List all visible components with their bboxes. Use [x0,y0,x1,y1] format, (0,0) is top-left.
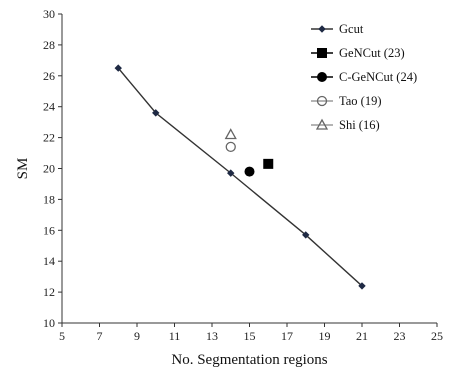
y-tick-label: 20 [43,162,55,176]
y-tick-label: 30 [43,7,55,21]
square-marker [263,158,274,169]
legend-item: Gcut [311,22,364,36]
x-tick-label: 25 [431,329,443,343]
series-gencut-23 [263,158,274,169]
legend-label: GeNCut (23) [339,46,405,60]
x-tick-label: 21 [356,329,368,343]
x-tick-label: 9 [134,329,140,343]
y-tick-label: 10 [43,316,55,330]
open-triangle-marker [224,128,237,140]
y-tick-label: 12 [43,285,55,299]
legend-label: Tao (19) [339,94,382,108]
x-tick-label: 7 [97,329,103,343]
x-axis-title: No. Segmentation regions [171,352,327,368]
x-tick-label: 17 [281,329,293,343]
y-tick-label: 14 [43,254,55,268]
legend-item: C-GeNCut (24) [311,70,417,84]
legend-item: Tao (19) [311,94,382,108]
y-tick-label: 26 [43,69,55,83]
series-layer [114,64,366,290]
legend-label: C-GeNCut (24) [339,70,417,84]
x-tick-label: 19 [319,329,331,343]
diamond-marker [358,282,366,290]
legend: Gcut GeNCut (23) C-GeNCut (24) Tao (19) Shi … [311,22,417,132]
legend-item: GeNCut (23) [311,46,405,60]
x-tick-label: 15 [244,329,256,343]
y-tick-label: 16 [43,223,55,237]
y-tick-label: 28 [43,38,55,52]
circle-marker [317,72,327,82]
diamond-marker [227,169,235,177]
y-axis-title: SM [15,158,31,180]
y-tick-label: 22 [43,131,55,145]
legend-label: Shi (16) [339,118,380,132]
y-tick-label: 24 [43,100,55,114]
series-shi-16 [224,128,237,140]
diamond-marker [318,25,326,33]
square-marker [317,48,327,58]
diamond-marker [302,231,310,239]
circle-marker [244,166,255,177]
series-gcut [114,64,366,290]
y-tick-label: 18 [43,192,55,206]
diamond-marker [114,64,122,72]
axis-ticks: 5 7 9 11 13 15 17 19 21 23 25 10 12 14 16 18 20 22 24 26 28 3… [43,7,443,343]
x-tick-label: 13 [206,329,218,343]
x-tick-label: 11 [169,329,181,343]
diamond-marker [152,109,160,117]
open-circle-marker [316,95,328,107]
legend-item: Shi (16) [311,118,380,132]
series-tao-19 [225,141,236,153]
series-c-gencut-24 [244,166,255,177]
open-circle-marker [225,141,236,153]
x-tick-label: 5 [59,329,65,343]
legend-label: Gcut [339,22,364,36]
open-triangle-marker [315,118,329,130]
x-tick-label: 23 [394,329,406,343]
